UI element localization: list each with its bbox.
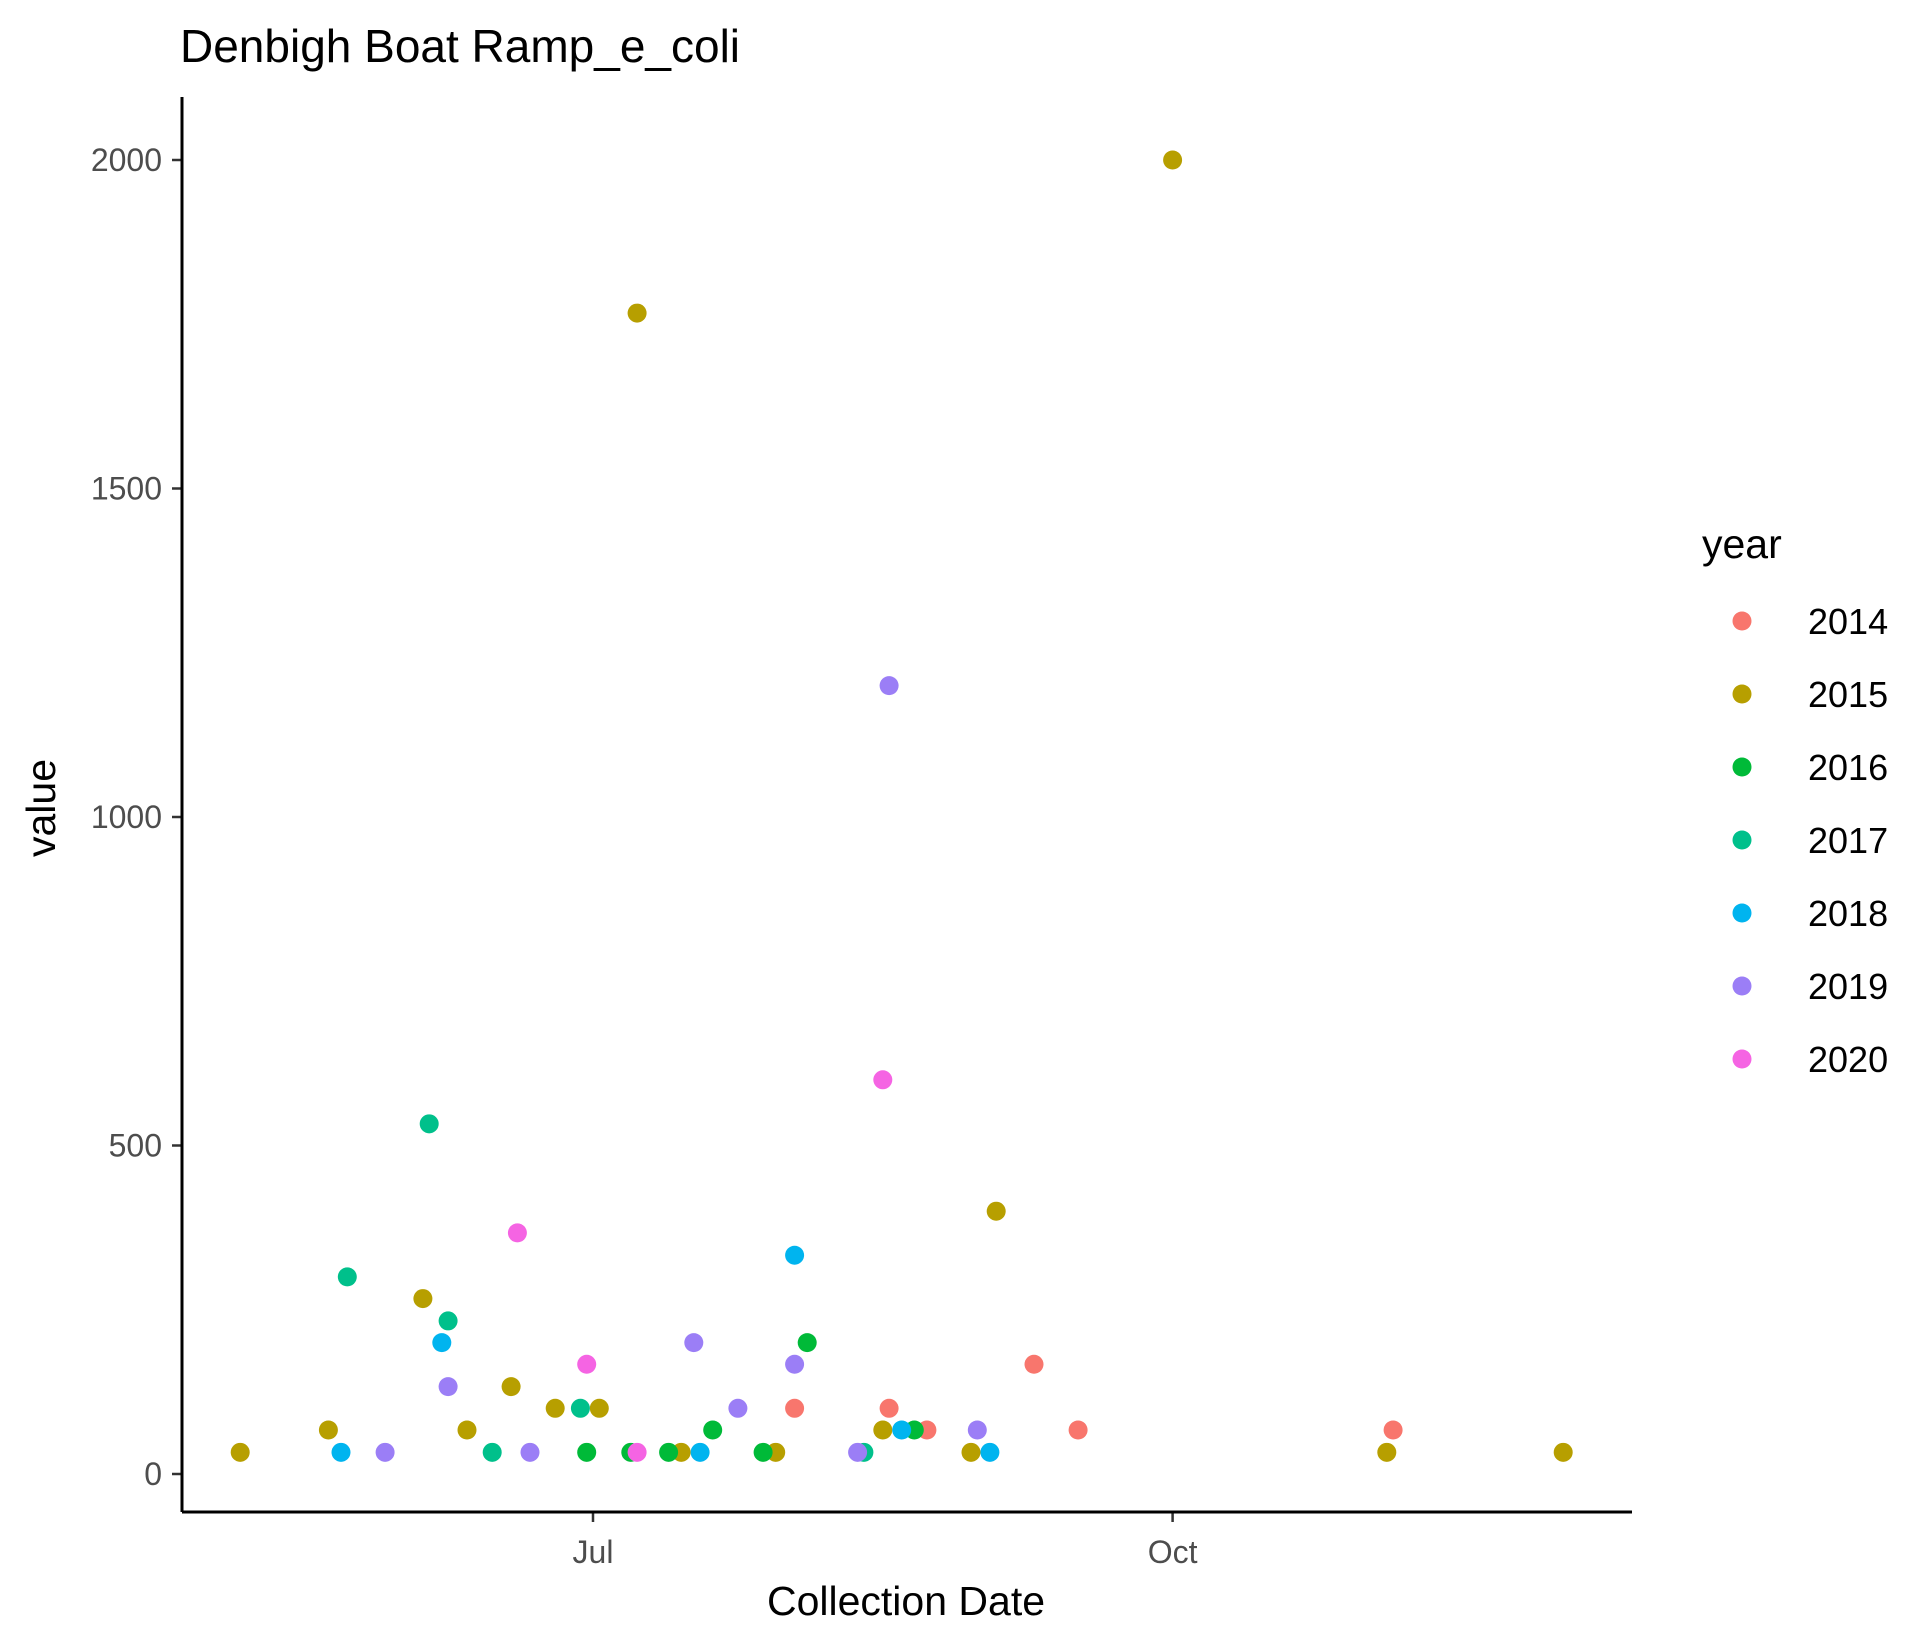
y-tick-label: 0 (144, 1456, 162, 1492)
data-point-2018 (892, 1420, 912, 1440)
data-point-2015 (545, 1398, 565, 1418)
data-point-2019 (785, 1354, 805, 1374)
data-point-2019 (967, 1420, 987, 1440)
data-point-2015 (1553, 1442, 1573, 1462)
legend: year 2014 2015 2016 2017 2018 2019 2020 (1702, 521, 1888, 1080)
x-tick-label: Jul (573, 1534, 614, 1570)
data-point-2015 (986, 1201, 1006, 1221)
data-point-2019 (375, 1442, 395, 1462)
data-point-2015 (873, 1420, 893, 1440)
data-point-2019 (438, 1377, 458, 1397)
data-point-2015 (230, 1442, 250, 1462)
data-point-2014 (1024, 1354, 1044, 1374)
data-point-2017 (570, 1398, 590, 1418)
data-point-2019 (728, 1398, 748, 1418)
data-point-2016 (797, 1333, 817, 1353)
legend-label-2019: 2019 (1808, 966, 1888, 1007)
legend-label-2018: 2018 (1808, 893, 1888, 934)
data-point-2014 (1383, 1420, 1403, 1440)
y-tick-label: 1000 (91, 799, 162, 835)
data-point-2014 (1068, 1420, 1088, 1440)
x-tick-label: Oct (1148, 1534, 1198, 1570)
legend-key-2018 (1732, 903, 1752, 923)
x-axis-label: Collection Date (767, 1578, 1045, 1624)
legend-key-2017 (1732, 830, 1752, 850)
legend-label-2015: 2015 (1808, 674, 1888, 715)
data-point-2019 (848, 1442, 868, 1462)
y-tick-label: 2000 (91, 142, 162, 178)
legend-label-2020: 2020 (1808, 1039, 1888, 1080)
data-point-2017 (482, 1442, 502, 1462)
legend-key-2015 (1732, 684, 1752, 704)
data-point-2015 (961, 1442, 981, 1462)
data-point-2020 (873, 1070, 893, 1090)
data-point-2017 (419, 1114, 439, 1134)
data-point-2016 (753, 1442, 773, 1462)
data-point-2018 (980, 1442, 1000, 1462)
data-points (230, 150, 1573, 1462)
legend-items: 2014 2015 2016 2017 2018 2019 2020 (1732, 601, 1888, 1080)
legend-label-2014: 2014 (1808, 601, 1888, 642)
y-axis-ticks: 0 500 1000 1500 2000 (91, 142, 182, 1492)
data-point-2015 (457, 1420, 477, 1440)
data-point-2014 (879, 1398, 899, 1418)
data-point-2015 (1377, 1442, 1397, 1462)
data-point-2017 (337, 1267, 357, 1287)
data-point-2015 (413, 1289, 433, 1309)
y-tick-label: 500 (109, 1128, 162, 1164)
legend-key-2020 (1732, 1049, 1752, 1069)
data-point-2015 (627, 303, 647, 323)
data-point-2019 (879, 676, 899, 696)
data-point-2020 (627, 1442, 647, 1462)
data-point-2018 (331, 1442, 351, 1462)
chart-title: Denbigh Boat Ramp_e_coli (180, 20, 740, 72)
data-point-2019 (520, 1442, 540, 1462)
legend-key-2016 (1732, 757, 1752, 777)
data-point-2020 (507, 1223, 527, 1243)
data-point-2020 (577, 1354, 597, 1374)
legend-title: year (1702, 521, 1782, 567)
y-tick-label: 1500 (91, 471, 162, 507)
legend-label-2017: 2017 (1808, 820, 1888, 861)
data-point-2019 (684, 1333, 704, 1353)
data-point-2015 (318, 1420, 338, 1440)
data-point-2015 (501, 1377, 521, 1397)
legend-key-2014 (1732, 611, 1752, 631)
data-point-2015 (1163, 150, 1183, 170)
data-point-2018 (785, 1245, 805, 1265)
data-point-2018 (432, 1333, 452, 1353)
y-axis-label: value (18, 759, 64, 857)
data-point-2016 (703, 1420, 723, 1440)
legend-key-2019 (1732, 976, 1752, 996)
data-point-2016 (577, 1442, 597, 1462)
data-point-2017 (438, 1311, 458, 1331)
data-point-2016 (659, 1442, 679, 1462)
x-axis-ticks: Jul Oct (573, 1512, 1198, 1570)
data-point-2018 (690, 1442, 710, 1462)
legend-label-2016: 2016 (1808, 747, 1888, 788)
data-point-2014 (785, 1398, 805, 1418)
data-point-2015 (589, 1398, 609, 1418)
